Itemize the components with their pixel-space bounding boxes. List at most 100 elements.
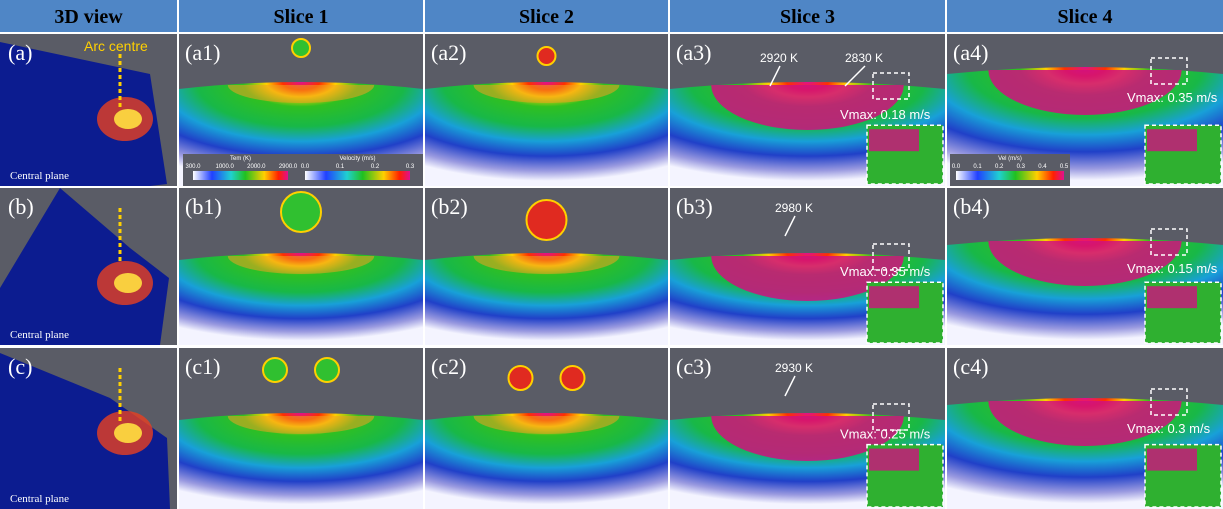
melt-pool xyxy=(711,85,904,130)
plane-caption: Central plane xyxy=(10,493,69,505)
droplet xyxy=(280,191,322,233)
inset-pool xyxy=(869,286,919,309)
slice-panel: (b3) 2980 K Vmax: 0.35 m/s xyxy=(670,188,945,345)
melt-pool xyxy=(473,85,620,103)
metal-field xyxy=(425,253,668,345)
legend-tick: 0.3 xyxy=(406,164,415,170)
melt-pool xyxy=(988,241,1182,286)
zoom-box xyxy=(1150,388,1188,416)
legend-tick: 2900.0 xyxy=(279,164,298,170)
plane-caption: Central plane xyxy=(10,170,69,182)
header-cell xyxy=(179,0,423,32)
legend-tick: 2000.0 xyxy=(247,164,266,170)
workpiece xyxy=(0,188,169,345)
header-cell xyxy=(425,0,668,32)
header-cell xyxy=(947,0,1223,32)
panel-label: (b1) xyxy=(185,194,222,219)
metal-field xyxy=(425,82,668,186)
zoom-box xyxy=(1150,57,1188,85)
view-panel: (a) Arc centre Central plane xyxy=(0,34,177,186)
melt-pool xyxy=(473,256,620,274)
legend-tick: 0.2 xyxy=(995,164,1004,170)
melt-pool xyxy=(988,401,1182,446)
column-title: Slice 4 xyxy=(1058,6,1113,28)
inset-pool xyxy=(869,129,919,152)
legend-tick: 1000.0 xyxy=(215,164,234,170)
inset-pool xyxy=(1147,286,1197,309)
panel-label: (a) xyxy=(8,40,32,65)
workpiece xyxy=(0,42,167,186)
melt-pool xyxy=(711,416,904,462)
inset-pool xyxy=(1147,129,1197,152)
callout-arrow xyxy=(769,65,781,87)
melt-pool xyxy=(227,85,375,103)
slice-panel: (b4) Vmax: 0.15 m/s xyxy=(947,188,1223,345)
metal-field xyxy=(179,253,423,345)
vmax-label: Vmax: 0.35 m/s xyxy=(840,264,931,279)
metal-field xyxy=(425,413,668,509)
column-title: Slice 3 xyxy=(780,6,835,28)
inset-pool xyxy=(869,448,919,471)
panel-label: (c1) xyxy=(185,354,220,379)
legend-tick: 300.0 xyxy=(185,164,201,170)
slice-panel: (c3) 2930 K Vmax: 0.25 m/s xyxy=(670,348,945,509)
droplet xyxy=(314,357,340,383)
legend-title: Velocity (m/s) xyxy=(339,156,375,162)
slice-panel: (a3) 2920 K 2830 K Vmax: 0.18 m/s xyxy=(670,34,945,186)
slice-panel: (c1) xyxy=(179,348,423,509)
header-cell xyxy=(0,0,177,32)
legend-tick: 0.5 xyxy=(1060,164,1069,170)
slice-panel: (c4) Vmax: 0.3 m/s xyxy=(947,348,1223,509)
callout-arrow xyxy=(784,375,796,397)
legend-title: Vel (m/s) xyxy=(998,156,1022,162)
legend-tick: 0.1 xyxy=(336,164,345,170)
view-panel: (c) Central plane xyxy=(0,348,177,509)
panel-label: (b2) xyxy=(431,194,468,219)
workpiece xyxy=(0,353,170,509)
droplet xyxy=(262,357,288,383)
slice-panel: (b1) xyxy=(179,188,423,345)
callout-arrow xyxy=(844,65,866,87)
droplet xyxy=(507,365,534,391)
column-title: 3D view xyxy=(54,6,123,28)
melt-core xyxy=(114,423,142,443)
melt-pool xyxy=(988,70,1182,115)
legend-title: Tem (K) xyxy=(230,156,251,162)
legend-tick: 0.4 xyxy=(1038,164,1047,170)
droplet xyxy=(291,38,311,58)
column-title: Slice 1 xyxy=(274,6,329,28)
slice-panel: (b2) xyxy=(425,188,668,345)
legend-tick: 0.1 xyxy=(973,164,982,170)
melt-pool xyxy=(473,416,620,434)
panel-label: (a2) xyxy=(431,40,466,65)
slice-panel: (c2) xyxy=(425,348,668,509)
melt-core xyxy=(114,273,142,293)
zoom-box xyxy=(872,72,910,100)
header-cell xyxy=(670,0,945,32)
column-title: Slice 2 xyxy=(519,6,574,28)
droplet xyxy=(559,365,586,391)
panel-label: (b4) xyxy=(953,194,990,219)
legend-tick: 0.3 xyxy=(1017,164,1026,170)
droplet xyxy=(525,199,568,241)
slice-panel: (a2) xyxy=(425,34,668,186)
melt-pool xyxy=(227,256,375,274)
melt-pool xyxy=(711,256,904,301)
zoom-box xyxy=(872,403,910,431)
droplet xyxy=(536,46,557,66)
vmax-label: Vmax: 0.3 m/s xyxy=(1127,421,1211,436)
panel-label: (b) xyxy=(8,194,34,219)
legend-tick: 0.2 xyxy=(371,164,380,170)
temperature-callout: 2980 K xyxy=(775,201,813,215)
arc-centre-label: Arc centre xyxy=(84,38,148,54)
temperature-callout: 2830 K xyxy=(845,51,883,65)
panel-label: (c3) xyxy=(676,354,711,379)
vmax-label: Vmax: 0.25 m/s xyxy=(840,427,931,442)
panel-label: (c) xyxy=(8,354,32,379)
metal-field xyxy=(179,413,423,509)
panel-label: (c2) xyxy=(431,354,466,379)
temperature-callout: 2930 K xyxy=(775,361,813,375)
melt-pool xyxy=(227,416,375,434)
vmax-label: Vmax: 0.15 m/s xyxy=(1127,261,1218,276)
